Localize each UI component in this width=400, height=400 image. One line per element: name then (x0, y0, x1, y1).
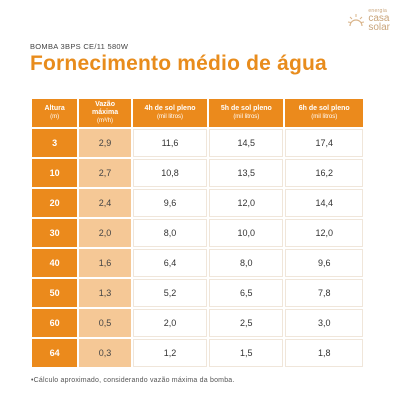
cell-6h: 1,8 (285, 339, 363, 367)
cell-vazao: 2,7 (79, 159, 131, 187)
cell-5h: 12,0 (209, 189, 284, 217)
cell-5h: 13,5 (209, 159, 284, 187)
cell-6h: 12,0 (285, 219, 363, 247)
cell-4h: 10,8 (132, 159, 208, 187)
header-5h: 5h de sol pleno (mil litros) (209, 99, 284, 127)
header-vazao: Vazão máxima (m³/h) (79, 99, 131, 127)
footnote: •Cálculo aproximado, considerando vazão … (31, 377, 235, 384)
logo-small-text: energia (368, 8, 388, 14)
cell-4h: 5,2 (132, 279, 208, 307)
cell-vazao: 0,5 (79, 309, 131, 337)
cell-altura: 20 (32, 189, 78, 217)
cell-4h: 9,6 (132, 189, 208, 217)
cell-altura: 3 (32, 129, 78, 157)
cell-6h: 7,8 (285, 279, 363, 307)
cell-6h: 3,0 (285, 309, 363, 337)
cell-altura: 40 (32, 249, 78, 277)
cell-6h: 17,4 (285, 129, 363, 157)
cell-6h: 9,6 (285, 249, 363, 277)
header-altura: Altura (m) (32, 99, 78, 127)
cell-vazao: 2,9 (79, 129, 131, 157)
cell-5h: 2,5 (209, 309, 284, 337)
page-title: Fornecimento médio de água (30, 52, 327, 75)
cell-4h: 6,4 (132, 249, 208, 277)
cell-altura: 30 (32, 219, 78, 247)
product-subtitle: BOMBA 3BPS CE/11 580W (30, 42, 129, 51)
header-6h: 6h de sol pleno (mil litros) (285, 99, 363, 127)
cell-altura: 50 (32, 279, 78, 307)
cell-vazao: 2,0 (79, 219, 131, 247)
cell-4h: 11,6 (132, 129, 208, 157)
cell-5h: 8,0 (209, 249, 284, 277)
cell-5h: 6,5 (209, 279, 284, 307)
cell-altura: 60 (32, 309, 78, 337)
cell-vazao: 2,4 (79, 189, 131, 217)
table-row: 10 2,7 10,8 13,5 16,2 (32, 159, 363, 187)
cell-5h: 14,5 (209, 129, 284, 157)
cell-vazao: 1,6 (79, 249, 131, 277)
cell-4h: 1,2 (132, 339, 208, 367)
table-row: 3 2,9 11,6 14,5 17,4 (32, 129, 363, 157)
table-row: 30 2,0 8,0 10,0 12,0 (32, 219, 363, 247)
cell-6h: 14,4 (285, 189, 363, 217)
table-row: 50 1,3 5,2 6,5 7,8 (32, 279, 363, 307)
casa-solar-logo: energia casa solar (347, 8, 390, 33)
table-row: 60 0,5 2,0 2,5 3,0 (32, 309, 363, 337)
cell-vazao: 0,3 (79, 339, 131, 367)
header-4h: 4h de sol pleno (mil litros) (132, 99, 208, 127)
water-supply-table: Altura (m) Vazão máxima (m³/h) 4h de sol p… (30, 97, 365, 369)
cell-altura: 10 (32, 159, 78, 187)
cell-5h: 10,0 (209, 219, 284, 247)
table-row: 20 2,4 9,6 12,0 14,4 (32, 189, 363, 217)
logo-name-top: casa (368, 13, 390, 24)
cell-5h: 1,5 (209, 339, 284, 367)
table-row: 64 0,3 1,2 1,5 1,8 (32, 339, 363, 367)
logo-name-bottom: solar (368, 22, 390, 33)
cell-6h: 16,2 (285, 159, 363, 187)
sun-icon (348, 14, 365, 27)
cell-altura: 64 (32, 339, 78, 367)
cell-4h: 2,0 (132, 309, 208, 337)
cell-4h: 8,0 (132, 219, 208, 247)
table-header-row: Altura (m) Vazão máxima (m³/h) 4h de sol p… (32, 99, 363, 127)
cell-vazao: 1,3 (79, 279, 131, 307)
table-row: 40 1,6 6,4 8,0 9,6 (32, 249, 363, 277)
